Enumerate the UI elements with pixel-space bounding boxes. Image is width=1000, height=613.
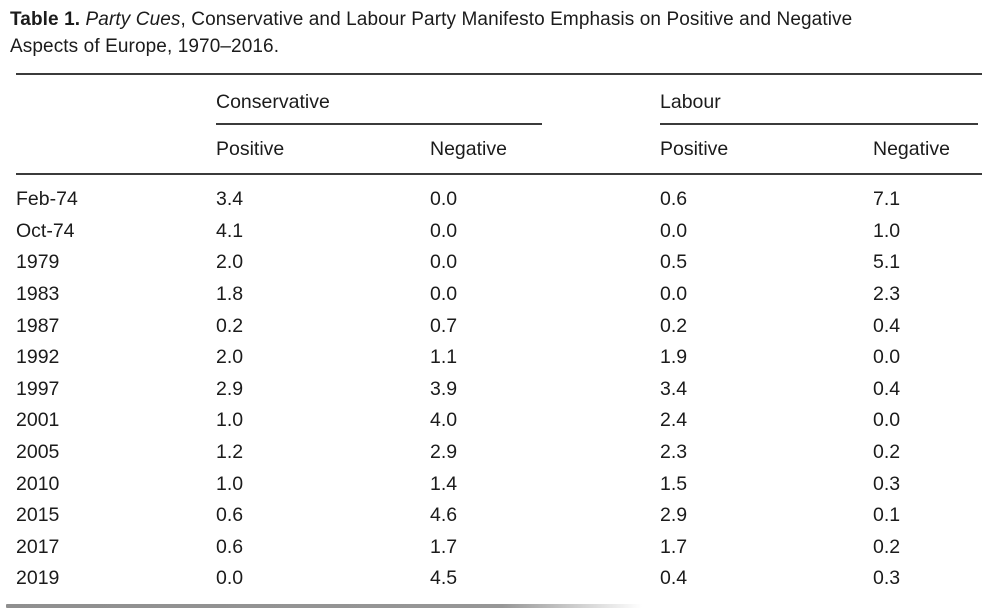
cell-value: 0.2 [873,535,901,558]
table-body: Feb-74 3.4 0.0 0.6 7.1 Oct-74 4.1 0.0 0.0 1.0 1979… [16,174,982,595]
spanner-empty-cell [16,74,216,125]
table-row: 1992 2.0 1.1 1.9 0.0 [16,342,982,374]
cell-value: 2.0 [216,251,244,274]
cell-value: 0.5 [660,251,688,274]
cell-value: 1.7 [660,535,688,558]
row-label-year: 1983 [16,283,60,306]
cell-value: 1.4 [430,472,458,495]
cell-value: 0.4 [873,314,901,337]
cell-value: 5.1 [873,251,901,274]
cell-value: 0.4 [660,567,688,590]
cell-value: 0.0 [430,219,458,242]
table-caption-number: Table 1. [10,9,81,30]
table-row: 2015 0.6 4.6 2.9 0.1 [16,500,982,532]
row-label-year: 2010 [16,472,60,495]
cell-value: 1.1 [430,346,458,369]
subheader-conservative-negative: Negative [430,125,660,175]
cell-value: 0.0 [430,283,458,306]
table-caption-text: , Conservative and Labour Party Manifest… [10,9,853,57]
paper-page: Table 1. Party Cues, Conservative and La… [0,7,1000,608]
row-label-year: 2017 [16,535,60,558]
table-header: Conservative Labour Positive Negative Po… [16,74,982,175]
spanner-cell-labour: Labour [660,74,982,125]
cell-value: 2.3 [873,283,901,306]
cell-value: 0.3 [873,567,901,590]
row-label-year: Feb-74 [16,188,78,211]
cell-value: 0.2 [216,314,244,337]
cell-value: 1.0 [216,472,244,495]
table-caption-italic: Party Cues [85,9,181,30]
cell-value: 1.2 [216,441,244,464]
cell-value: 1.0 [216,409,244,432]
cell-value: 0.0 [430,251,458,274]
table-row: 1987 0.2 0.7 0.2 0.4 [16,310,982,342]
row-label-year: 2005 [16,441,60,464]
cell-value: 1.0 [873,219,901,242]
cell-value: 0.2 [873,441,901,464]
cell-value: 3.4 [216,188,244,211]
subheader-conservative-positive: Positive [216,125,430,175]
cell-value: 0.0 [430,188,458,211]
cell-value: 0.6 [216,504,244,527]
cell-value: 4.1 [216,219,244,242]
cell-value: 0.2 [660,314,688,337]
cell-value: 0.6 [660,188,688,211]
cell-value: 0.7 [430,314,458,337]
subheader-labour-negative: Negative [873,125,982,175]
table-row: 2017 0.6 1.7 1.7 0.2 [16,532,982,564]
spanner-cell-conservative: Conservative [216,74,660,125]
cell-value: 0.0 [216,567,244,590]
table-row: 1983 1.8 0.0 0.0 2.3 [16,279,982,311]
spanner-conservative-label: Conservative [216,91,542,125]
table-caption: Table 1. Party Cues, Conservative and La… [10,7,882,60]
cell-value: 7.1 [873,188,901,211]
cell-value: 0.6 [216,535,244,558]
cell-value: 0.0 [873,409,901,432]
row-label-year: 1979 [16,251,60,274]
spanner-row: Conservative Labour [16,74,982,125]
cell-value: 1.5 [660,472,688,495]
cell-value: 2.3 [660,441,688,464]
cell-value: 1.9 [660,346,688,369]
cell-value: 4.0 [430,409,458,432]
manifesto-emphasis-table: Conservative Labour Positive Negative Po… [16,73,982,595]
row-label-year: 2015 [16,504,60,527]
bottom-rule-partial [6,604,642,608]
cell-value: 2.0 [216,346,244,369]
subheader-labour-positive: Positive [660,125,873,175]
table-row: 2010 1.0 1.4 1.5 0.3 [16,468,982,500]
table-row: Feb-74 3.4 0.0 0.6 7.1 [16,174,982,216]
table-row: 2019 0.0 4.5 0.4 0.3 [16,563,982,595]
cell-value: 2.9 [660,504,688,527]
cell-value: 0.0 [660,283,688,306]
row-label-year: 1997 [16,377,60,400]
cell-value: 3.4 [660,377,688,400]
cell-value: 4.5 [430,567,458,590]
subheader-row: Positive Negative Positive Negative [16,125,982,175]
cell-value: 1.7 [430,535,458,558]
cell-value: 0.4 [873,377,901,400]
row-label-year: 2001 [16,409,60,432]
table-row: Oct-74 4.1 0.0 0.0 1.0 [16,216,982,248]
row-label-year: 2019 [16,567,60,590]
cell-value: 0.0 [660,219,688,242]
row-label-year: 1987 [16,314,60,337]
table-row: 1979 2.0 0.0 0.5 5.1 [16,247,982,279]
table-row: 2001 1.0 4.0 2.4 0.0 [16,405,982,437]
cell-value: 0.3 [873,472,901,495]
cell-value: 2.9 [216,377,244,400]
cell-value: 1.8 [216,283,244,306]
cell-value: 2.4 [660,409,688,432]
subheader-empty-cell [16,125,216,175]
cell-value: 3.9 [430,377,458,400]
cell-value: 0.1 [873,504,901,527]
table-row: 2005 1.2 2.9 2.3 0.2 [16,437,982,469]
cell-value: 0.0 [873,346,901,369]
table-row: 1997 2.9 3.9 3.4 0.4 [16,374,982,406]
cell-value: 2.9 [430,441,458,464]
row-label-year: 1992 [16,346,60,369]
row-label-year: Oct-74 [16,219,75,242]
cell-value: 4.6 [430,504,458,527]
spanner-labour-label: Labour [660,91,978,125]
